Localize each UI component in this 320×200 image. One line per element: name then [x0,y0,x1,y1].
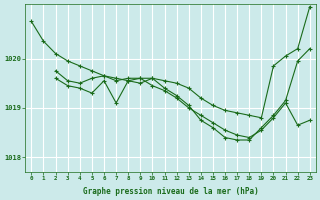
X-axis label: Graphe pression niveau de la mer (hPa): Graphe pression niveau de la mer (hPa) [83,187,259,196]
